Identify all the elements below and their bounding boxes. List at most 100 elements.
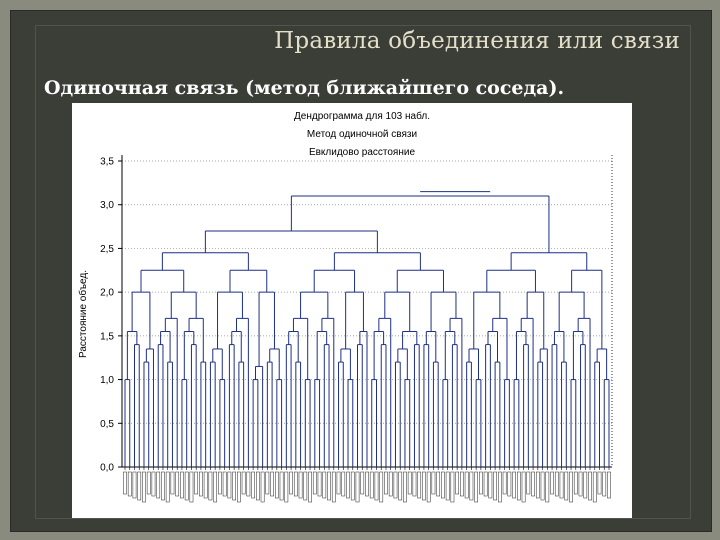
leaf-label-mark [597,471,602,495]
leaf-label-mark [127,471,132,497]
chart-title-group: Дендрограмма для 103 набл. Метод одиночно… [294,110,430,158]
leaf-label-mark [355,471,360,503]
chart-title-line: Дендрограмма для 103 набл. [294,110,430,122]
leaf-label-mark [156,471,161,499]
leaf-label-mark [498,471,502,503]
leaf-label-mark [431,471,436,495]
leaf-label-mark [526,471,531,495]
leaf-label-mark [132,471,137,499]
leaf-label-mark [284,471,289,503]
leaf-label-mark [559,471,564,499]
leaf-label-mark [312,471,317,495]
leaf-label-mark [279,471,284,501]
axis-group: 3,5 3,0 2,5 2,0 1,5 1,0 0,5 0,0 Расстояние объед… [77,155,613,474]
leaf-label-mark [474,471,478,503]
leaf-label-mark [265,471,270,495]
leaf-label-mark [246,471,251,497]
leaf-label-mark [203,471,208,499]
leaf-label-mark [251,471,255,499]
leaf-label-mark [170,471,175,495]
leaf-label-mark [550,471,554,495]
leaf-label-mark [317,471,322,497]
leaf-label-mark [502,471,507,495]
leaf-label-mark [384,471,388,495]
dendrogram-chart: Дендрограмма для 103 набл. Метод одиночно… [77,110,613,503]
leaf-label-mark [588,471,592,501]
leaf-label-mark [512,471,516,499]
leaf-label-mark [583,471,588,499]
leaf-label-mark [607,471,611,499]
leaf-label-mark [479,471,483,495]
leaf-label-mark [369,471,374,499]
leaf-label-mark [346,471,350,499]
leaf-label-mark [403,471,407,503]
leaf-label-mark [331,471,336,503]
leaf-label-mark [516,471,521,501]
leaf-label-mark [521,471,526,503]
y-tick-label: 0,0 [100,463,114,474]
y-axis-label: Расстояние объед. [77,270,89,358]
leaf-label-mark [398,471,403,501]
y-tick-label: 1,0 [100,375,114,386]
leaf-label-mark [336,471,341,495]
leaf-label-mark [493,471,497,501]
leaf-label-mark [175,471,180,497]
dendrogram-panel: Дендрограмма для 103 набл. Метод одиночно… [72,103,632,518]
leaf-label-mark [303,471,308,501]
leaf-label-mark [379,471,384,503]
leaf-label-mark [298,471,303,499]
leaf-label-mark [545,471,550,503]
leaf-label-mark [256,471,260,501]
leaf-label-mark [142,471,146,503]
leaf-label-mark [535,471,540,499]
leaf-label-mark [388,471,393,497]
leaf-label-mark [232,471,236,501]
leaf-label-mark [374,471,379,501]
leaf-label-mark [270,471,274,497]
leaf-label-mark [436,471,441,497]
leaf-label-mark [237,471,241,503]
leaf-label-mark [165,471,170,503]
leaf-label-mark [137,471,142,501]
leaf-label-mark [199,471,203,497]
leaf-label-mark [455,471,460,495]
leaf-label-mark [602,471,607,497]
leaf-label-mark [208,471,213,501]
leaf-label-mark [151,471,156,497]
leaf-label-mark [289,471,293,495]
links-group [124,191,610,467]
leaf-label-mark [417,471,422,499]
leaf-label-mark [180,471,184,499]
leaf-label-mark [341,471,346,497]
leaf-label-mark [365,471,369,497]
leaf-label-mark [460,471,464,497]
leaf-labels-group [123,467,611,503]
y-tick-label: 0,5 [100,419,114,430]
leaf-label-mark [469,471,474,501]
leaf-label-mark [412,471,417,497]
y-tick-label: 3,0 [100,200,114,211]
leaf-label-mark [218,471,222,495]
leaf-label-mark [146,471,151,495]
leaf-label-mark [483,471,488,497]
slide-title: Правила объединения или связи [274,28,680,54]
leaf-label-mark [274,471,279,499]
leaf-label-mark [422,471,426,501]
y-tick-label: 2,0 [100,288,114,299]
leaf-label-mark [554,471,559,497]
leaf-label-mark [308,471,312,503]
leaf-label-mark [241,471,246,495]
leaf-label-mark [360,471,365,495]
leaf-label-mark [573,471,578,495]
leaf-label-mark [592,471,597,503]
leaf-label-mark [350,471,355,501]
leaf-label-mark [450,471,455,503]
leaf-label-mark [189,471,194,503]
leaf-label-mark [327,471,331,501]
leaf-label-mark [507,471,512,497]
leaf-label-mark [578,471,583,497]
leaf-label-mark [184,471,189,501]
leaf-label-mark [531,471,535,497]
y-tick-label: 2,5 [100,244,114,255]
leaf-label-mark [464,471,469,499]
